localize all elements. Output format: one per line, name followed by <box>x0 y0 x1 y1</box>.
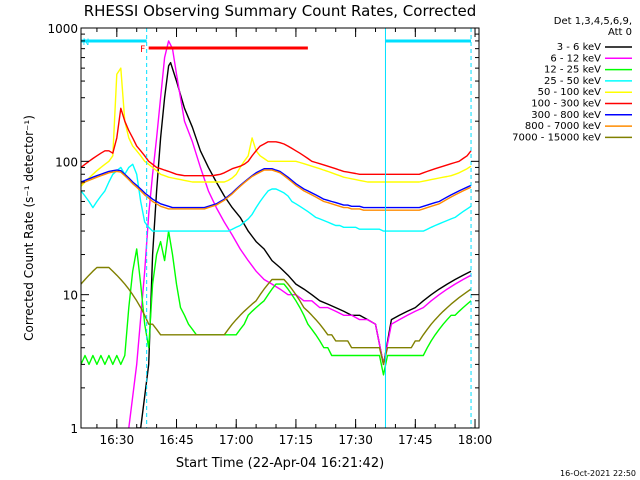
flag-label-F: F <box>140 45 145 55</box>
y-tick-label-3: 1000 <box>47 22 78 36</box>
series-line-1 <box>128 40 472 428</box>
x-tick-label-3: 17:15 <box>279 433 314 447</box>
legend-label-8: 7000 - 15000 keV <box>512 132 601 143</box>
x-axis-label: Start Time (22-Apr-04 16:21:42) <box>176 456 384 471</box>
series-line-7 <box>81 169 472 211</box>
x-tick-label-5: 17:45 <box>398 433 433 447</box>
legend-label-5: 100 - 300 keV <box>531 99 601 110</box>
legend-label-2: 12 - 25 keV <box>544 65 601 76</box>
series-line-5 <box>81 107 472 177</box>
series-group <box>81 40 472 428</box>
series-line-8 <box>81 266 472 366</box>
x-tick-label-2: 17:00 <box>219 433 254 447</box>
y-tick-label-2: 100 <box>55 155 78 169</box>
chart-title: RHESSI Observing Summary Count Rates, Co… <box>84 2 477 20</box>
x-tick-label-0: 16:30 <box>100 433 135 447</box>
plot-area: N F 1 10 100 1000 16:30 16:45 17:00 17:15 17:30 17:… <box>47 22 492 447</box>
footer-date: 16-Oct-2021 22:50 <box>560 469 636 478</box>
series-line-6 <box>81 168 472 209</box>
plot-frame <box>80 27 480 429</box>
flag-bar-F-0 <box>148 46 308 50</box>
legend-label-7: 800 - 7000 keV <box>525 121 601 132</box>
flag-bar-N-1 <box>385 39 472 43</box>
x-tick-label-6: 18:00 <box>458 433 493 447</box>
legend-label-6: 300 - 800 keV <box>531 110 601 121</box>
series-line-0 <box>136 61 472 428</box>
legend-header-0: Det 1,3,4,5,6,9, <box>554 16 632 27</box>
legend-header-1: Att 0 <box>608 27 632 38</box>
x-tick-label-4: 17:30 <box>338 433 373 447</box>
y-tick-label-0: 1 <box>70 422 78 436</box>
flag-label-N: N <box>83 38 90 48</box>
y-axis-label: Corrected Count Rate (s⁻¹ detector⁻¹) <box>22 115 36 341</box>
x-tick-label-1: 16:45 <box>159 433 194 447</box>
legend-label-4: 50 - 100 keV <box>538 87 602 98</box>
legend-label-3: 25 - 50 keV <box>544 76 601 87</box>
y-tick-label-1: 10 <box>63 289 78 303</box>
flag-bar-N-0 <box>81 39 147 43</box>
legend-label-0: 3 - 6 keV <box>557 42 601 53</box>
legend-label-1: 6 - 12 keV <box>550 53 601 64</box>
series-line-4 <box>81 67 472 187</box>
series-line-3 <box>81 163 472 232</box>
series-line-2 <box>81 230 472 376</box>
